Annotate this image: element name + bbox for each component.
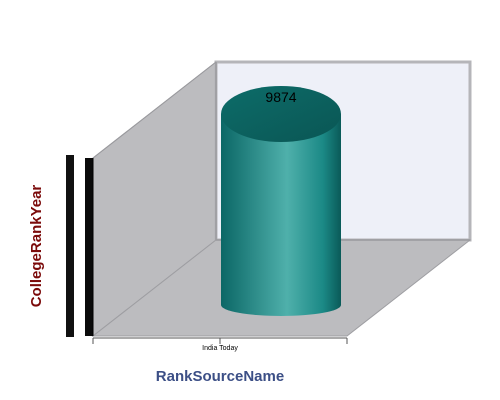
y-axis-tick-band	[66, 155, 74, 337]
side-wall-top-edge	[92, 61, 217, 159]
y-axis-title: CollegeRankYear	[28, 185, 45, 308]
x-axis	[92, 337, 348, 344]
bar-cylinder-body	[221, 114, 341, 316]
x-axis-title: RankSourceName	[156, 368, 284, 385]
bar-layer: 9874	[221, 86, 341, 316]
x-tick-label-india-today: India Today	[202, 345, 238, 352]
bar-cylinder-top	[221, 86, 341, 142]
bar-data-label: 9874	[265, 89, 296, 105]
y-axis-line	[85, 158, 93, 336]
y-axis	[66, 155, 94, 337]
